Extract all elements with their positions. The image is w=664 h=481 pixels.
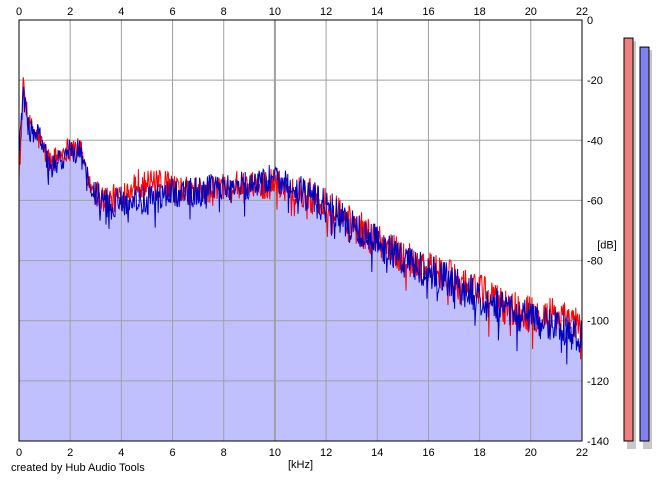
y-tick-labels: 0 -20 -40 -60 -80 -100 -120 -140 [587,15,609,448]
x-tick-label-top: 12 [320,6,332,18]
x-tick-label-top: 14 [371,6,383,18]
x-tick-label: 16 [422,447,434,459]
x-tick-label-top: 22 [576,6,588,18]
level-meter-left [623,37,634,442]
x-tick-label-top: 18 [474,6,486,18]
x-tick-label-top: 6 [169,6,175,18]
y-tick-label: -20 [587,75,603,87]
level-meters [623,37,652,450]
x-tick-label: 0 [16,447,22,459]
y-tick-label: -40 [587,135,603,147]
x-tick-label: 20 [525,447,537,459]
x-tick-label-top: 10 [269,6,281,18]
series-right-line [18,86,583,365]
x-axis-label: [kHz] [288,459,313,471]
y-tick-label: -100 [587,316,609,328]
x-tick-label: 18 [474,447,486,459]
x-tick-label: 6 [169,447,175,459]
x-tick-label: 2 [67,447,73,459]
x-tick-label: 14 [371,447,383,459]
y-tick-label: -60 [587,195,603,207]
x-tick-label-top: 8 [221,6,227,18]
y-tick-label: 0 [587,15,593,27]
spectrum-fill-area [19,86,582,442]
x-tick-label: 4 [118,447,124,459]
x-tick-label-top: 20 [525,6,537,18]
plot-frame [18,19,583,442]
y-tick-label: -140 [587,436,609,448]
level-meter-right [639,46,650,442]
y-axis-label: [dB] [597,240,617,252]
x-tick-label: 22 [576,447,588,459]
x-tick-labels-top: 0 2 4 6 8 10 12 14 16 18 20 22 [16,6,588,18]
x-tick-label-top: 2 [67,6,73,18]
x-tick-label-top: 16 [422,6,434,18]
series-left-line [18,77,583,360]
x-tick-label-top: 0 [16,6,22,18]
credit-text: created by Hub Audio Tools [11,462,145,474]
x-tick-label: 8 [221,447,227,459]
y-tick-label: -80 [587,256,603,268]
x-tick-label-top: 4 [118,6,124,18]
x-tick-labels-bottom: 0 2 4 6 8 10 12 14 16 18 20 22 [16,447,588,459]
x-tick-label: 12 [320,447,332,459]
x-tick-label: 10 [269,447,281,459]
y-tick-label: -120 [587,376,609,388]
